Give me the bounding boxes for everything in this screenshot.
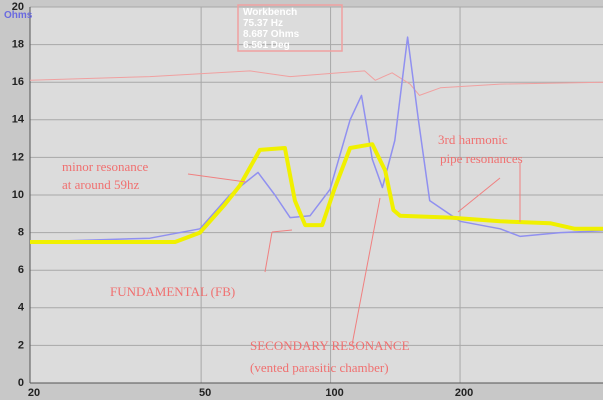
- y-tick-label: 0: [18, 377, 24, 389]
- y-tick-label: 14: [12, 114, 25, 126]
- annotation: (vented parasitic chamber): [250, 360, 389, 375]
- annotation: SECONDARY RESONANCE: [250, 338, 410, 353]
- y-tick-label: 2: [18, 339, 24, 351]
- y-tick-label: 12: [12, 151, 24, 163]
- y-axis-label: Ohms: [4, 10, 33, 21]
- annotation: FUNDAMENTAL (FB): [110, 284, 235, 299]
- y-tick-label: 4: [18, 302, 25, 314]
- x-tick-label: 20: [28, 387, 40, 399]
- readout-line: Workbench: [243, 7, 297, 18]
- readout-line: 8.687 Ohms: [243, 29, 300, 40]
- arrow: [457, 177, 501, 213]
- annotation: minor resonance: [62, 159, 149, 174]
- texts: 0 2 4 6 8 10 12 14 16 18 20 20 50 100 200 Ohms Workbench…: [4, 1, 523, 399]
- annotation: at around 59hz: [62, 177, 139, 192]
- x-tick-label: 50: [199, 387, 211, 399]
- data-line: [29, 36, 603, 243]
- y-tick-label: 16: [12, 76, 24, 88]
- lines: [29, 36, 603, 244]
- x-tick-label: 100: [325, 387, 343, 399]
- y-tick-label: 10: [12, 189, 24, 201]
- y-tick-label: 6: [18, 264, 24, 276]
- x-tick-label: 200: [455, 387, 473, 399]
- y-tick-label: 18: [12, 39, 24, 51]
- annotation: pipe resonances: [440, 151, 523, 166]
- readout-box: [237, 4, 343, 52]
- readout-line: 75.37 Hz: [243, 18, 283, 29]
- readout-line: 6.561 Deg: [243, 40, 290, 51]
- data-line: [30, 142, 603, 244]
- grid: [29, 6, 603, 384]
- arrow: [351, 197, 381, 346]
- arrow: [187, 173, 247, 183]
- annotation: 3rd harmonic: [438, 132, 508, 147]
- data-line: [29, 70, 603, 96]
- arrow: [271, 229, 293, 233]
- y-tick-label: 20: [12, 1, 24, 13]
- arrows: [187, 163, 521, 346]
- y-tick-label: 8: [18, 227, 24, 239]
- arrow: [264, 231, 273, 273]
